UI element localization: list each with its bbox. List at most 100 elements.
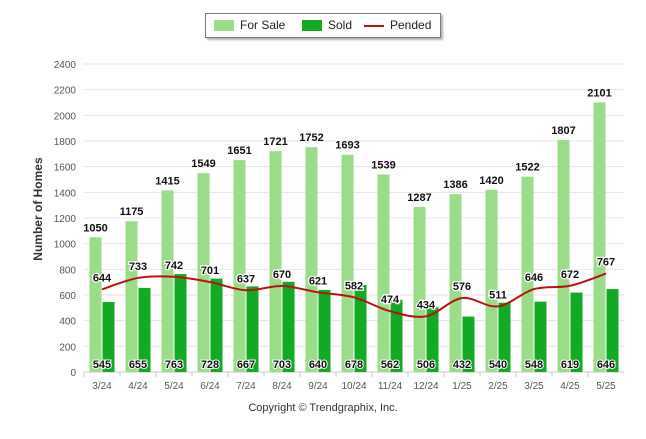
data-label-for-sale: 1539 (371, 159, 395, 171)
bar-for-sale[interactable] (269, 151, 282, 372)
x-tick-label: 6/24 (200, 381, 220, 392)
y-tick-label: 400 (59, 317, 76, 328)
x-tick-label: 3/24 (92, 381, 112, 392)
bar-for-sale[interactable] (197, 173, 210, 372)
bar-for-sale[interactable] (557, 140, 570, 372)
data-label-sold: 646 (597, 359, 615, 371)
bar-for-sale[interactable] (341, 154, 354, 372)
data-label-sold: 506 (417, 359, 435, 371)
data-label-for-sale: 1522 (515, 162, 539, 174)
bar-sold[interactable] (318, 289, 331, 372)
legend-item-sold[interactable]: Sold (302, 14, 362, 37)
x-tick-label: 12/24 (413, 381, 438, 392)
bar-for-sale[interactable] (125, 221, 138, 372)
legend-swatch-for-sale (214, 20, 234, 31)
data-label-sold: 548 (525, 359, 543, 371)
bar-for-sale[interactable] (485, 189, 498, 372)
bar-for-sale[interactable] (305, 147, 318, 372)
data-label-pended: 474 (381, 294, 400, 306)
data-label-sold: 432 (453, 359, 471, 371)
data-label-pended: 582 (345, 280, 363, 292)
data-label-sold: 540 (489, 359, 507, 371)
data-label-pended: 621 (309, 275, 327, 287)
line-pended[interactable] (101, 272, 607, 318)
x-tick-label: 4/25 (560, 381, 580, 392)
data-label-pended: 637 (237, 273, 255, 285)
data-label-for-sale: 1651 (227, 145, 251, 157)
x-tick-label: 1/25 (452, 381, 472, 392)
data-label-for-sale: 1807 (551, 125, 575, 137)
data-label-pended: 434 (417, 299, 436, 311)
copyright-footer: Copyright © Trendgraphix, Inc. (248, 402, 398, 414)
data-label-pended: 742 (165, 260, 183, 272)
legend-line-pended (364, 25, 384, 27)
x-tick-label: 9/24 (308, 381, 328, 392)
data-label-sold: 640 (309, 359, 327, 371)
legend-item-pended[interactable]: Pended (364, 14, 440, 37)
bar-sold[interactable] (210, 278, 223, 372)
data-label-pended: 733 (129, 261, 147, 273)
legend-label-for-sale: For Sale (240, 18, 286, 32)
x-tick-label: 8/24 (272, 381, 292, 392)
x-tick-label: 11/24 (378, 381, 403, 392)
legend-item-for-sale[interactable]: For Sale (214, 14, 294, 37)
data-label-sold: 655 (129, 359, 147, 371)
bar-for-sale[interactable] (233, 160, 246, 372)
data-label-for-sale: 1693 (335, 140, 359, 152)
bar-sold[interactable] (138, 287, 151, 372)
bar-for-sale[interactable] (161, 190, 174, 372)
y-tick-label: 1800 (54, 137, 77, 148)
data-label-for-sale: 1420 (479, 175, 503, 187)
data-label-sold: 728 (201, 359, 219, 371)
data-label-pended: 576 (453, 281, 471, 293)
data-label-for-sale: 1386 (443, 179, 467, 191)
x-tick-label: 3/25 (524, 381, 544, 392)
x-tick-label: 10/24 (341, 381, 366, 392)
bar-for-sale[interactable] (593, 102, 606, 372)
legend: For Sale Sold Pended (205, 13, 441, 38)
bar-sold[interactable] (246, 286, 259, 372)
bar-sold[interactable] (570, 292, 583, 372)
data-label-for-sale: 1287 (407, 192, 431, 204)
x-tick-label: 5/25 (596, 381, 616, 392)
data-label-for-sale: 1050 (83, 222, 107, 234)
data-label-for-sale: 1721 (263, 136, 287, 148)
bar-sold[interactable] (606, 289, 619, 372)
data-label-pended: 767 (597, 257, 615, 269)
data-label-sold: 619 (561, 359, 579, 371)
bar-sold[interactable] (102, 302, 115, 372)
y-tick-label: 1600 (54, 163, 77, 174)
bar-for-sale[interactable] (89, 237, 102, 372)
y-tick-label: 200 (59, 342, 76, 353)
data-label-pended: 646 (525, 272, 543, 284)
bar-sold[interactable] (426, 307, 439, 372)
bar-sold[interactable] (498, 302, 511, 372)
legend-swatch-sold (302, 20, 322, 31)
y-axis-label: Number of Homes (31, 157, 45, 261)
data-label-pended: 511 (489, 289, 507, 301)
bar-sold[interactable] (354, 284, 367, 372)
bar-for-sale[interactable] (413, 206, 426, 372)
y-tick-label: 600 (59, 291, 76, 302)
bar-sold[interactable] (174, 274, 187, 372)
bar-for-sale[interactable] (377, 174, 390, 372)
data-label-sold: 763 (165, 359, 183, 371)
y-tick-label: 2200 (54, 86, 77, 97)
data-label-for-sale: 1415 (155, 175, 179, 187)
bar-sold[interactable] (282, 281, 295, 372)
bar-sold[interactable] (534, 301, 547, 372)
data-label-for-sale: 1549 (191, 158, 215, 170)
bar-for-sale[interactable] (521, 176, 534, 372)
y-tick-label: 2400 (54, 60, 77, 71)
data-label-sold: 562 (381, 359, 399, 371)
data-label-sold: 667 (237, 359, 255, 371)
bar-sold[interactable] (462, 316, 475, 372)
bar-sold[interactable] (390, 299, 403, 372)
y-tick-label: 1400 (54, 188, 77, 199)
data-label-pended: 701 (201, 265, 219, 277)
bar-for-sale[interactable] (449, 194, 462, 372)
data-label-sold: 678 (345, 359, 363, 371)
y-tick-label: 2000 (54, 111, 77, 122)
